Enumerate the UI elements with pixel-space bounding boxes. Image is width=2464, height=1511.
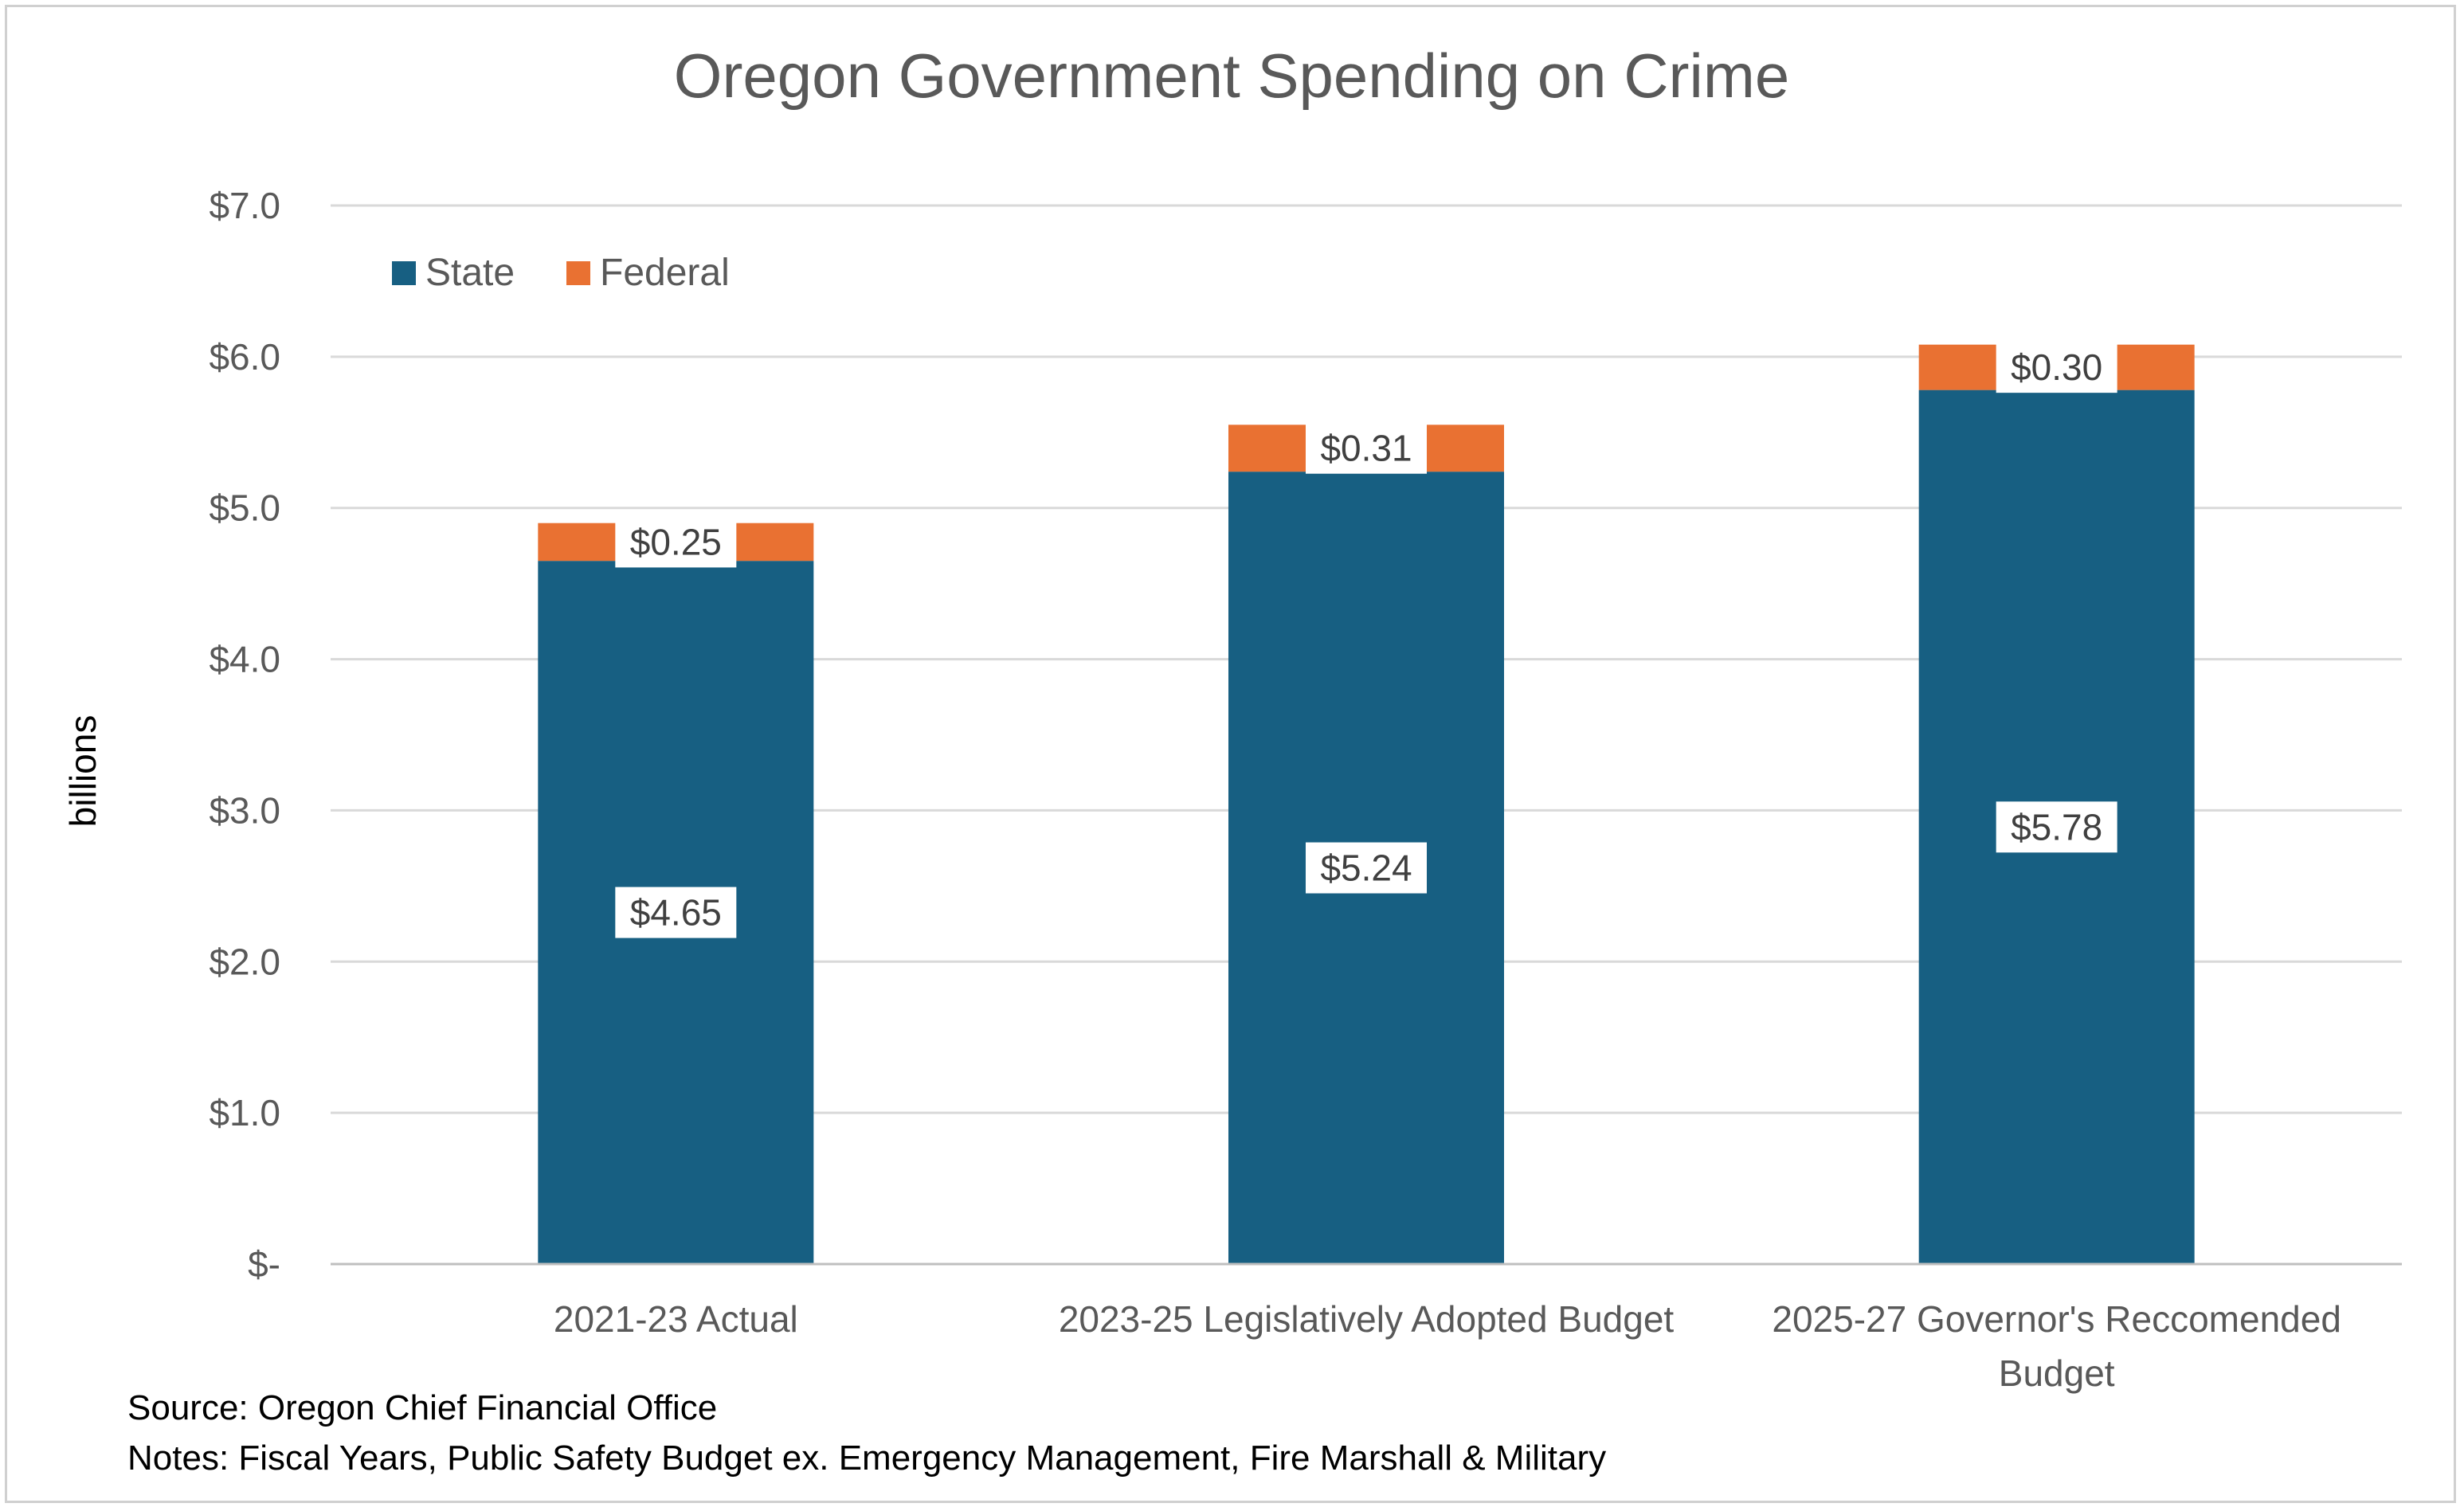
x-category-label: Budget [1999,1352,2115,1394]
x-category-label: 2025-27 Governor's Reccomended [1772,1298,2341,1340]
data-labels: $4.65 $0.25 $5.24 $0.31 $5.78 $0.30 [615,342,2117,938]
data-label-state-2: $5.24 [1320,847,1412,889]
notes-text: Notes: Fiscal Years, Public Safety Budge… [127,1439,1606,1478]
y-axis-title: billions [62,715,104,828]
data-label-box [615,887,737,938]
bars [538,344,2195,1264]
y-tick-label: $1.0 [209,1092,280,1133]
data-label-box [1306,842,1427,894]
legend-label-state: State [425,252,515,294]
y-tick-label: $4.0 [209,639,280,680]
y-tick-label: $6.0 [209,336,280,378]
y-axis-tick-labels: $- $1.0 $2.0 $3.0 $4.0 $5.0 $6.0 $7.0 [209,185,280,1285]
data-label-federal-3: $0.30 [2011,346,2102,388]
data-label-state-1: $4.65 [630,892,722,934]
data-label-federal-1: $0.25 [630,521,722,562]
data-label-box [1996,801,2117,853]
x-category-label: 2021-23 Actual [554,1298,798,1340]
data-label-federal-2: $0.31 [1320,428,1412,469]
y-tick-label: $2.0 [209,941,280,982]
legend-label-federal: Federal [600,252,730,294]
y-tick-label: $3.0 [209,789,280,831]
source-note: Source: Oregon Chief Financial Office [127,1388,717,1427]
chart-title: Oregon Government Spending on Crime [674,41,1789,111]
y-tick-label: $- [248,1243,280,1285]
y-tick-label: $5.0 [209,487,280,529]
x-category-label: 2023-25 Legislatively Adopted Budget [1059,1298,1675,1340]
y-tick-label: $7.0 [209,185,280,226]
data-label-box [1306,422,1427,474]
legend-swatch-federal [566,261,590,285]
data-label-box [615,516,737,568]
data-label-state-3: $5.78 [2011,806,2102,847]
legend-swatch-state [392,261,416,285]
legend: State Federal [392,252,730,294]
x-axis-category-labels: 2021-23 Actual 2023-25 Legislatively Adop… [554,1298,2341,1394]
data-label-box [1996,342,2117,393]
